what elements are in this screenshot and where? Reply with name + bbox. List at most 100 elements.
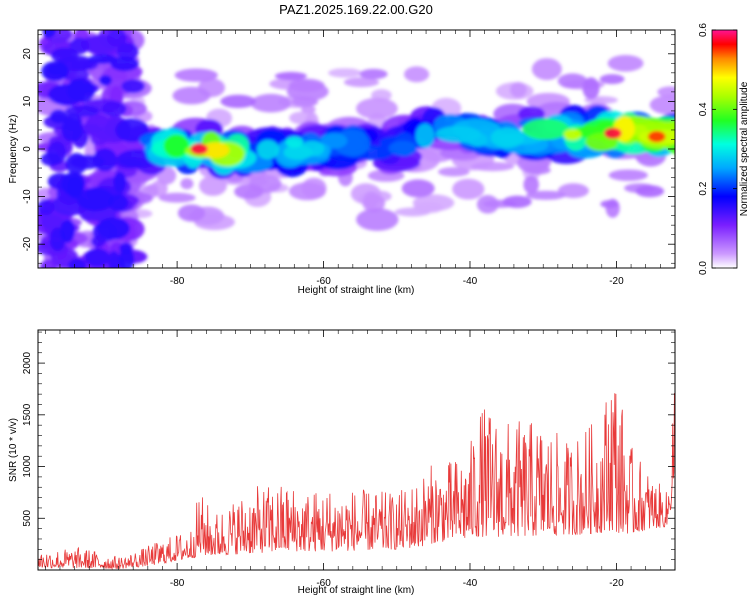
spectrogram-cell [60, 219, 75, 244]
snr-x-tick-label: -60 [316, 578, 331, 589]
spectrogram-cell [523, 175, 539, 194]
spectrogram-x-tick-labels: -80 -60 -40 -20 [170, 276, 624, 287]
spectrogram-x-tick-label: -20 [609, 276, 624, 287]
spectrogram-cell [234, 184, 264, 200]
spectrogram-cell [525, 190, 566, 200]
spectrogram-heatmap [38, 30, 675, 268]
snr-x-tick-label: -80 [170, 578, 185, 589]
spectrogram-cell [88, 54, 117, 64]
spectrogram-y-tick-label: 0 [22, 146, 33, 152]
spectrogram-cell [531, 58, 562, 81]
spectrogram-cell [68, 78, 96, 103]
spectrogram-x-tick-label: -60 [316, 276, 331, 287]
spectrogram-x-tick-label: -80 [170, 276, 185, 287]
spectrogram-cell [121, 79, 145, 94]
spectrogram-cell [67, 176, 83, 199]
colorbar-scale [711, 29, 738, 269]
snr-x-tick-label: -40 [463, 578, 478, 589]
spectrogram-cell [362, 193, 386, 213]
spectrogram-cell [415, 123, 435, 148]
spectrogram-cell [301, 105, 316, 114]
colorbar-tick-label: 0.4 [698, 102, 709, 116]
spectrogram-cell [163, 134, 190, 158]
spectrogram-cell [220, 94, 256, 108]
spectrogram-cell [61, 118, 83, 142]
snr-y-tick-label: 1000 [22, 455, 33, 478]
spectrogram-y-tick-label: -20 [22, 237, 33, 252]
spectrogram-cell [657, 86, 675, 98]
snr-series-line [38, 393, 675, 570]
spectrogram-cell [328, 68, 362, 78]
spectrogram-cell [288, 78, 325, 92]
spectrogram-cell [557, 183, 589, 199]
spectrogram-y-axis-label: Frequency (Hz) [8, 115, 19, 184]
spectrogram-y-tick-label: 10 [22, 95, 33, 107]
spectrogram-cell [180, 178, 194, 190]
spectrogram-cell [201, 142, 230, 159]
spectrogram-cell [177, 204, 206, 222]
spectrogram-cell [522, 118, 570, 140]
spectrogram-cell [649, 95, 675, 115]
colorbar-label: Normalized spectral amplitude [739, 81, 750, 216]
spectrogram-cell [107, 251, 121, 268]
spectrogram-cell [68, 258, 87, 268]
spectrogram-cell [274, 71, 307, 81]
snr-x-tick-label: -20 [609, 578, 624, 589]
spectrogram-cell [110, 56, 139, 72]
spectrogram-cell [172, 86, 211, 105]
snr-y-tick-label: 2000 [22, 352, 33, 375]
spectrogram-cell [510, 82, 527, 98]
spectrogram-cell [49, 109, 68, 124]
spectrogram-cell [116, 42, 139, 61]
spectrogram-cell [40, 214, 64, 230]
spectrogram-y-tick-label: 20 [22, 48, 33, 60]
snr-y-axis-label: SNR (10 * v/v) [8, 418, 19, 482]
spectrogram-cell [42, 30, 56, 38]
spectrogram-cell [69, 154, 105, 170]
spectrogram-x-axis-label: Height of straight line (km) [298, 285, 415, 296]
snr-y-tick-label: 1500 [22, 403, 33, 426]
spectrogram-panel: -80 -60 -40 -20 -20 -10 0 10 20 Height of strai… [8, 29, 676, 296]
spectrogram-cell [359, 68, 388, 80]
spectrogram-cell [283, 145, 313, 160]
spectrogram-cell [452, 178, 485, 200]
colorbar-tick-label: 0.6 [698, 23, 709, 37]
snr-x-tick-labels: -80 -60 -40 -20 [170, 578, 624, 589]
spectrogram-cell [106, 30, 127, 47]
spectrogram-cell [41, 61, 69, 82]
spectrogram-cell [158, 192, 196, 203]
colorbar-tick-label: 0.0 [698, 261, 709, 275]
spectrogram-cell [604, 127, 622, 139]
spectrogram-cell [647, 130, 666, 143]
figure-title: PAZ1.2025.169.22.00.G20 [279, 2, 433, 17]
spectrogram-cell [563, 129, 582, 141]
spectrogram-cell [600, 200, 619, 209]
spectrogram-cell [404, 66, 430, 83]
spectrogram-cell [285, 136, 304, 148]
colorbar: 0.0 0.2 0.4 0.6 Normalized spectral amplitu… [698, 23, 750, 275]
snr-y-tick-labels: 500 1000 1500 2000 [22, 352, 33, 527]
spectrogram-cell [101, 101, 127, 117]
spectrogram-cell [388, 140, 418, 156]
spectrogram-cell [250, 93, 292, 113]
spectrogram-cell [356, 208, 399, 231]
spectrogram-cell [343, 77, 380, 88]
spectrogram-x-tick-label: -40 [463, 276, 478, 287]
spectrogram-cell [356, 97, 398, 120]
spectrogram-y-tick-labels: -20 -10 0 10 20 [22, 48, 33, 252]
spectrogram-cell [51, 47, 79, 63]
spectrogram-ticks [38, 30, 676, 268]
spectrogram-cell [394, 207, 431, 217]
spectrogram-cell [607, 55, 644, 72]
spectrogram-cell [412, 194, 455, 212]
colorbar-ticks: 0.0 0.2 0.4 0.6 [698, 23, 737, 275]
spectrogram-cell [288, 182, 326, 201]
snr-ticks [38, 330, 676, 571]
colorbar-tick-label: 0.2 [698, 181, 709, 195]
spectrogram-cell [174, 68, 218, 82]
spectrogram-cell [96, 217, 130, 240]
snr-x-axis-label: Height of straight line (km) [298, 585, 415, 596]
spectrogram-cell [76, 187, 115, 212]
snr-frame [37, 329, 676, 571]
